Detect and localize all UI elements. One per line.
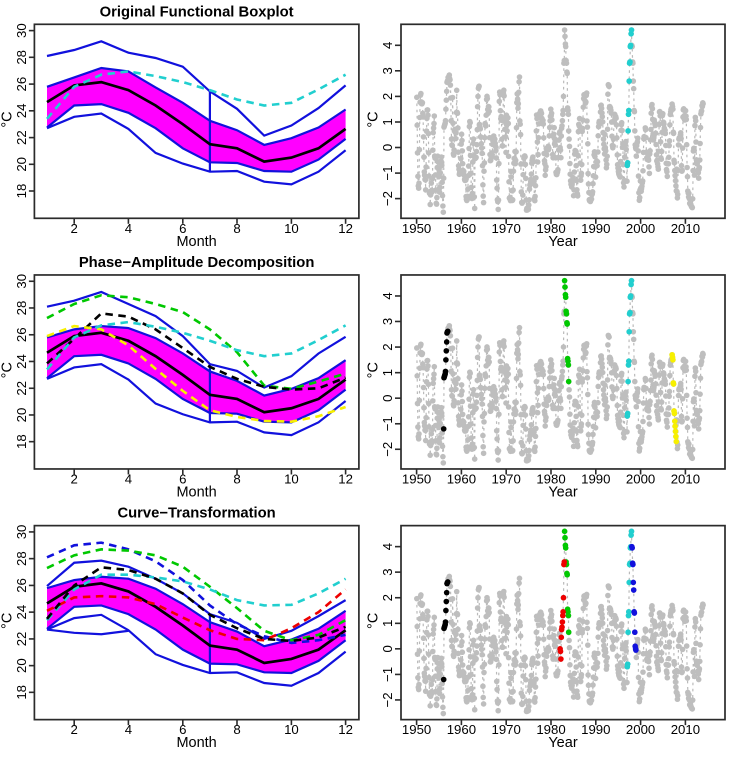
svg-text:2: 2 [71, 722, 78, 737]
svg-text:20: 20 [14, 408, 29, 423]
svg-text:18: 18 [14, 685, 29, 700]
svg-text:0: 0 [380, 394, 395, 401]
svg-text:1960: 1960 [447, 722, 476, 737]
svg-text:1950: 1950 [402, 221, 431, 236]
svg-text:30: 30 [14, 525, 29, 540]
svg-text:Month: Month [176, 735, 216, 751]
svg-text:1990: 1990 [581, 471, 610, 486]
svg-text:18: 18 [14, 434, 29, 449]
svg-text:4: 4 [380, 292, 395, 299]
svg-text:Month: Month [176, 234, 216, 250]
svg-text:2010: 2010 [671, 471, 700, 486]
svg-text:0: 0 [380, 144, 395, 151]
svg-text:2000: 2000 [626, 471, 655, 486]
svg-text:1990: 1990 [581, 221, 610, 236]
svg-text:−2: −2 [380, 442, 395, 457]
svg-text:12: 12 [338, 471, 353, 486]
svg-text:24: 24 [14, 354, 29, 369]
svg-text:1990: 1990 [581, 722, 610, 737]
svg-text:1970: 1970 [492, 471, 521, 486]
svg-text:26: 26 [14, 77, 29, 92]
svg-text:−1: −1 [380, 166, 395, 181]
svg-text:8: 8 [233, 221, 240, 236]
svg-text:4: 4 [125, 722, 132, 737]
svg-text:1950: 1950 [402, 471, 431, 486]
svg-text:20: 20 [14, 658, 29, 673]
svg-text:2000: 2000 [626, 722, 655, 737]
svg-text:28: 28 [14, 551, 29, 566]
svg-text:1980: 1980 [536, 722, 565, 737]
svg-text:8: 8 [233, 722, 240, 737]
svg-text:°C: °C [0, 613, 15, 629]
svg-text:12: 12 [338, 722, 353, 737]
svg-text:Original Functional Boxplot: Original Functional Boxplot [100, 4, 294, 20]
svg-text:2: 2 [380, 93, 395, 100]
svg-text:1970: 1970 [492, 722, 521, 737]
svg-text:°C: °C [0, 362, 15, 378]
svg-text:°C: °C [365, 362, 381, 378]
svg-text:°C: °C [365, 613, 381, 629]
svg-text:24: 24 [14, 103, 29, 118]
svg-text:18: 18 [14, 184, 29, 199]
svg-text:26: 26 [14, 327, 29, 342]
svg-text:1: 1 [380, 118, 395, 125]
svg-text:−2: −2 [380, 692, 395, 707]
svg-text:22: 22 [14, 381, 29, 396]
svg-text:22: 22 [14, 632, 29, 647]
svg-text:3: 3 [380, 318, 395, 325]
svg-text:1: 1 [380, 369, 395, 376]
svg-text:−1: −1 [380, 667, 395, 682]
svg-text:Phase−Amplitude Decomposition: Phase−Amplitude Decomposition [79, 255, 315, 271]
svg-text:2: 2 [71, 471, 78, 486]
svg-text:−1: −1 [380, 416, 395, 431]
svg-text:2010: 2010 [671, 722, 700, 737]
svg-text:6: 6 [179, 221, 186, 236]
svg-text:20: 20 [14, 157, 29, 172]
svg-text:10: 10 [284, 221, 299, 236]
svg-text:−2: −2 [380, 191, 395, 206]
svg-text:3: 3 [380, 568, 395, 575]
svg-text:1960: 1960 [447, 221, 476, 236]
svg-text:°C: °C [0, 111, 15, 127]
svg-text:12: 12 [338, 221, 353, 236]
svg-text:3: 3 [380, 67, 395, 74]
svg-text:2010: 2010 [671, 221, 700, 236]
svg-text:2: 2 [380, 343, 395, 350]
svg-text:1970: 1970 [492, 221, 521, 236]
svg-text:22: 22 [14, 130, 29, 145]
svg-text:4: 4 [125, 471, 132, 486]
svg-text:2000: 2000 [626, 221, 655, 236]
svg-text:1: 1 [380, 620, 395, 627]
svg-text:Year: Year [548, 234, 577, 250]
svg-text:10: 10 [284, 722, 299, 737]
svg-text:2: 2 [71, 221, 78, 236]
svg-text:Month: Month [176, 484, 216, 500]
svg-text:4: 4 [380, 42, 395, 49]
svg-text:10: 10 [284, 471, 299, 486]
svg-text:1950: 1950 [402, 722, 431, 737]
svg-text:26: 26 [14, 578, 29, 593]
svg-text:4: 4 [380, 543, 395, 550]
svg-text:24: 24 [14, 605, 29, 620]
svg-text:°C: °C [365, 111, 381, 127]
svg-text:8: 8 [233, 471, 240, 486]
svg-text:28: 28 [14, 50, 29, 65]
svg-text:30: 30 [14, 23, 29, 38]
svg-text:Curve−Transformation: Curve−Transformation [117, 506, 275, 522]
svg-text:0: 0 [380, 645, 395, 652]
svg-text:1980: 1980 [536, 471, 565, 486]
svg-text:Year: Year [548, 484, 577, 500]
svg-text:Year: Year [548, 735, 577, 751]
svg-text:1980: 1980 [536, 221, 565, 236]
svg-text:1960: 1960 [447, 471, 476, 486]
svg-text:28: 28 [14, 301, 29, 316]
svg-text:6: 6 [179, 722, 186, 737]
svg-text:30: 30 [14, 274, 29, 289]
svg-text:4: 4 [125, 221, 132, 236]
svg-text:2: 2 [380, 594, 395, 601]
svg-text:6: 6 [179, 471, 186, 486]
